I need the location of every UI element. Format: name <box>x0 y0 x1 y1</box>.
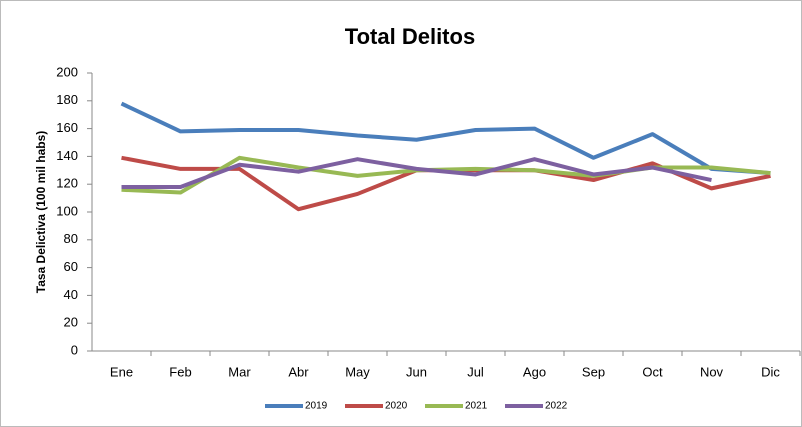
x-tick-label: Sep <box>582 364 605 379</box>
x-tick-label: Dic <box>761 364 780 379</box>
x-tick-label: May <box>345 364 370 379</box>
y-tick-label: 60 <box>64 259 78 274</box>
legend-label: 2019 <box>305 401 328 412</box>
y-tick-label: 40 <box>64 287 78 302</box>
y-tick-label: 0 <box>71 342 78 357</box>
x-tick-label: Ago <box>523 364 546 379</box>
y-tick-label: 100 <box>56 203 78 218</box>
series-line <box>121 155 771 195</box>
x-tick-label: Jul <box>467 364 484 379</box>
y-tick-label: 20 <box>64 315 78 330</box>
x-tick-label: Ene <box>110 364 133 379</box>
y-tick-label: 180 <box>56 92 78 107</box>
legend-label: 2022 <box>545 401 568 412</box>
x-tick-label: Oct <box>642 364 663 379</box>
legend-label: 2021 <box>465 401 488 412</box>
y-axis-label: Tasa Delictiva (100 mil habs) <box>34 131 48 294</box>
y-tick-label: 140 <box>56 148 78 163</box>
chart-title: Total Delitos <box>345 24 475 49</box>
y-tick-label: 120 <box>56 176 78 191</box>
legend-label: 2020 <box>385 401 408 412</box>
x-tick-label: Nov <box>700 364 724 379</box>
x-tick-label: Abr <box>288 364 309 379</box>
x-tick-label: Feb <box>169 364 191 379</box>
x-tick-label: Jun <box>406 364 427 379</box>
x-tick-label: Mar <box>228 364 251 379</box>
y-tick-label: 160 <box>56 120 78 135</box>
y-tick-label: 80 <box>64 231 78 246</box>
series-line <box>121 157 712 189</box>
series-line <box>120 101 771 176</box>
y-tick-label: 200 <box>56 64 78 79</box>
